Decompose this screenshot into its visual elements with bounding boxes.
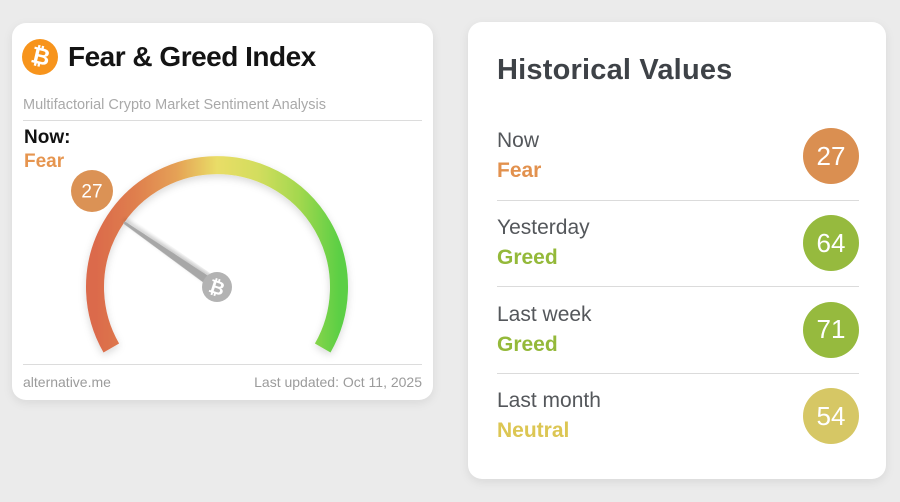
value-badge: 71: [803, 301, 859, 358]
period-label: Last week: [497, 302, 592, 326]
gauge-hub: [202, 272, 232, 302]
value-text: 54: [816, 400, 846, 431]
gauge-value-label: 27: [81, 182, 102, 203]
header-divider: [23, 120, 422, 121]
gauge-arc: [86, 156, 348, 353]
now-label: Now:: [24, 127, 71, 148]
history-row-now: Now Fear 27: [497, 113, 859, 200]
historical-values-title: Historical Values: [497, 54, 733, 86]
value-text: 27: [816, 140, 846, 171]
gauge-chart: ₿ 27: [71, 156, 348, 353]
history-row-text: Last month Neutral: [497, 389, 601, 443]
classification-label: Greed: [497, 246, 558, 270]
value-text: 64: [816, 227, 846, 258]
fear-greed-card: ₿ Fear & Greed Index Multifactorial Cryp…: [12, 23, 433, 400]
gauge-needle: [123, 221, 220, 291]
history-row-text: Last week Greed: [497, 303, 592, 357]
period-label: Now: [497, 129, 540, 153]
period-label: Yesterday: [497, 216, 590, 240]
history-row-yesterday: Yesterday Greed 64: [497, 199, 859, 287]
bitcoin-hub-icon: ₿: [206, 275, 228, 301]
bitcoin-icon: ₿: [22, 39, 58, 75]
now-status: Fear: [24, 151, 65, 172]
value-text: 71: [816, 314, 846, 345]
history-row-last-month: Last month Neutral 54: [497, 372, 859, 460]
value-badge: 27: [803, 128, 859, 185]
value-badge: 64: [803, 215, 859, 272]
classification-label: Fear: [497, 159, 542, 183]
history-row-text: Yesterday Greed: [497, 216, 590, 270]
card-subtitle: Multifactorial Crypto Market Sentiment A…: [23, 97, 326, 113]
page-title: Fear & Greed Index: [68, 41, 316, 72]
history-row-text: Now Fear: [497, 129, 541, 183]
source-link[interactable]: alternative.me: [23, 374, 111, 390]
gauge-value-badge: [71, 170, 113, 212]
classification-label: Greed: [497, 332, 558, 356]
history-row-last-week: Last week Greed 71: [497, 286, 859, 373]
historical-values-card: Historical Values Now Fear 27 Yesterday …: [468, 22, 886, 479]
footer-divider: [23, 364, 422, 365]
card-header: ₿ Fear & Greed Index: [22, 39, 316, 75]
card-footer: alternative.me Last updated: Oct 11, 202…: [23, 374, 422, 390]
period-label: Last month: [497, 389, 601, 413]
classification-label: Neutral: [497, 419, 570, 443]
last-updated-text: Last updated: Oct 11, 2025: [254, 374, 422, 390]
history-rows: Now Fear 27 Yesterday Greed 64 Last we: [497, 113, 859, 459]
bitcoin-glyph: ₿: [28, 41, 53, 72]
value-badge: 54: [803, 388, 859, 445]
